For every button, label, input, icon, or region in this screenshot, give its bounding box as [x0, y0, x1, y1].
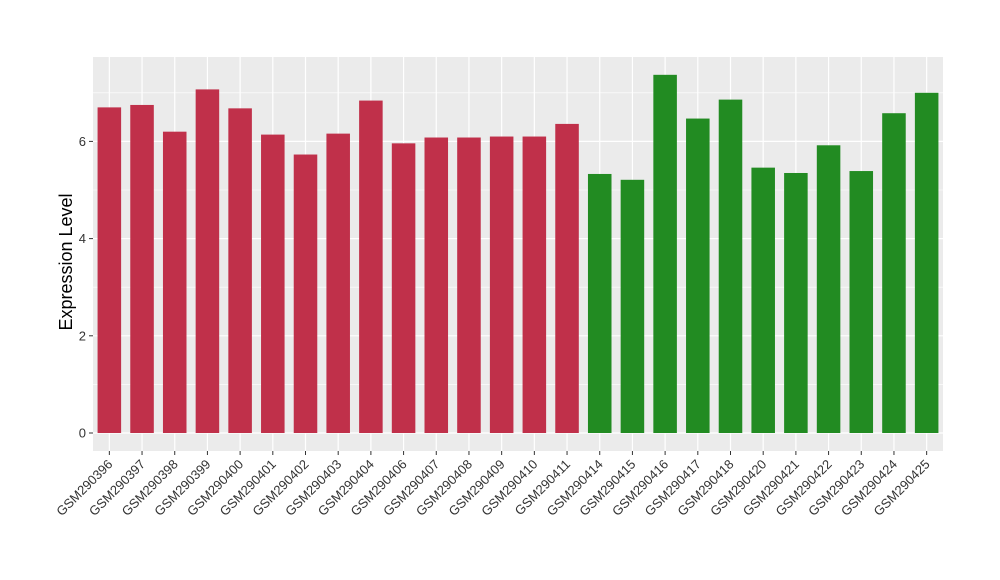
bar-GSM290425 — [914, 92, 939, 434]
bar-GSM290423 — [849, 171, 874, 433]
bar-GSM290410 — [522, 136, 547, 434]
bar-GSM290418 — [718, 99, 743, 433]
bar-GSM290403 — [326, 133, 350, 433]
y-tick-label: 2 — [79, 328, 86, 343]
bar-GSM290421 — [784, 172, 808, 434]
y-tick-label: 6 — [79, 134, 86, 149]
bar-GSM290406 — [391, 143, 416, 433]
y-axis: 0 2 4 6 — [79, 134, 93, 441]
bar-GSM290424 — [882, 113, 906, 433]
bar-GSM290409 — [489, 136, 514, 434]
bar-GSM290407 — [424, 137, 449, 433]
x-axis: GSM290396GSM290397GSM290398GSM290399GSM2… — [53, 451, 933, 519]
bar-GSM290415 — [620, 179, 645, 433]
bar-GSM290416 — [653, 74, 677, 434]
bar-GSM290408 — [457, 137, 481, 433]
bar-GSM290417 — [686, 118, 710, 434]
bar-GSM290404 — [359, 100, 383, 434]
bar-GSM290398 — [162, 131, 187, 433]
plot-panel — [93, 57, 943, 451]
bar-GSM290401 — [261, 134, 285, 433]
bar-GSM290399 — [195, 89, 220, 433]
bar-GSM290400 — [228, 108, 252, 434]
bar-GSM290414 — [587, 173, 612, 433]
bar-GSM290402 — [293, 154, 318, 433]
y-tick-label: 0 — [79, 426, 86, 441]
bar-GSM290397 — [130, 104, 154, 433]
y-axis-title: Expression Level — [56, 193, 76, 330]
bar-GSM290422 — [816, 145, 841, 433]
bar-GSM290411 — [555, 123, 579, 434]
y-tick-label: 4 — [79, 231, 86, 246]
bar-GSM290396 — [97, 107, 122, 433]
bars — [97, 74, 939, 434]
bar-GSM290420 — [751, 167, 775, 434]
